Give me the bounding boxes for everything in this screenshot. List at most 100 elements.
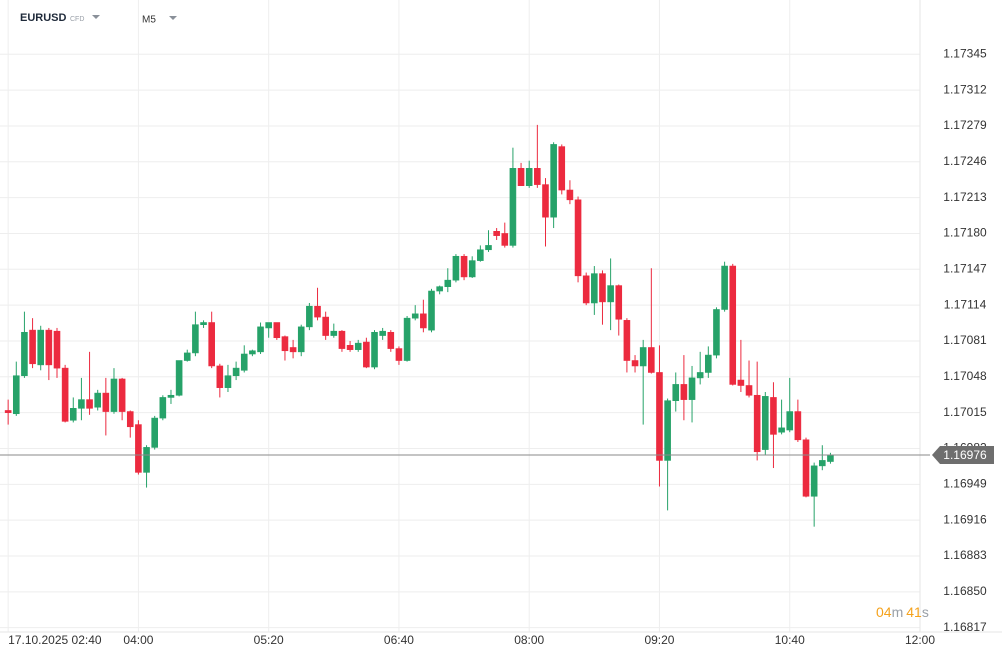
candle-body <box>819 460 826 467</box>
candle-body <box>648 347 655 373</box>
candle-body <box>542 184 549 218</box>
candle-body <box>631 360 639 367</box>
candle-body <box>37 329 45 366</box>
candle-body <box>582 275 590 304</box>
timeframe[interactable]: M5 <box>142 15 156 26</box>
candle-body <box>110 378 118 412</box>
countdown: 04m 41s <box>876 604 929 620</box>
candle-body <box>29 329 36 365</box>
y-tick-label: 1.16883 <box>943 548 987 562</box>
candle-body <box>680 384 688 400</box>
candle-body <box>69 408 77 421</box>
candle-body <box>4 410 12 413</box>
candle-body <box>297 326 305 353</box>
candle-body <box>53 330 61 369</box>
candle-body <box>591 273 598 304</box>
candle-body <box>753 394 761 453</box>
candle-body <box>135 424 142 473</box>
timeframe-dropdown[interactable] <box>169 16 177 20</box>
symbol-dropdown[interactable] <box>92 15 100 19</box>
candle-body <box>78 399 85 409</box>
candle-body <box>810 465 818 497</box>
candle-body <box>21 331 28 377</box>
candle-body <box>607 285 614 303</box>
candle-body <box>444 279 452 287</box>
y-tick-label: 1.17345 <box>943 46 987 60</box>
candles <box>4 124 834 527</box>
candle-body <box>623 320 631 361</box>
countdown-minutes: 04 <box>876 604 892 620</box>
candle-body <box>688 377 696 400</box>
candle-body <box>460 255 468 278</box>
candle-body <box>257 326 264 353</box>
candle-body <box>403 317 411 361</box>
candle-body <box>363 341 370 368</box>
candle-body <box>265 322 272 329</box>
candle-body <box>322 316 329 336</box>
candle-body <box>525 168 533 186</box>
candle-body <box>118 378 126 412</box>
candle-body <box>664 400 671 461</box>
x-tick-label: 08:00 <box>514 633 544 647</box>
candle-body <box>770 397 777 435</box>
y-tick-label: 1.17312 <box>943 82 987 96</box>
last-price-label: 1.16976 <box>943 448 987 462</box>
candle-body <box>778 427 785 433</box>
candle-body <box>468 260 476 278</box>
candle-body <box>721 265 728 310</box>
candle-body <box>200 322 207 325</box>
candle-body <box>737 379 745 386</box>
y-tick-label: 1.16817 <box>943 620 987 634</box>
candle-body <box>395 348 403 361</box>
candle-body <box>550 144 557 218</box>
candle-body <box>232 367 240 377</box>
y-tick-label: 1.16850 <box>943 584 987 598</box>
candle-body <box>208 322 215 367</box>
countdown-unit: m <box>892 604 904 620</box>
candle-body <box>183 352 191 361</box>
candle-body <box>762 396 769 450</box>
candle-body <box>493 230 500 236</box>
y-tick-label: 1.17015 <box>943 405 987 419</box>
candle-body <box>639 347 647 367</box>
y-tick-label: 1.17213 <box>943 190 987 204</box>
candle-body <box>167 394 175 398</box>
x-tick-label: 04:00 <box>123 633 153 647</box>
candle-body <box>485 245 492 251</box>
candle-body <box>786 411 794 431</box>
candle-body <box>574 199 582 277</box>
candle-body <box>314 305 321 318</box>
candle-body <box>224 375 232 388</box>
candle-body <box>713 309 720 356</box>
candle-body <box>151 417 158 448</box>
candle-body <box>420 313 427 329</box>
candle-body <box>452 255 460 281</box>
candle-body <box>216 365 224 388</box>
candle-body <box>745 385 753 396</box>
candle-body <box>672 384 680 402</box>
axes: 1.17345 1.17312 1.17279 1.17246 1.17213 1.171… <box>0 46 994 647</box>
countdown-seconds: 41 <box>906 604 922 620</box>
x-tick-label: 17.10.2025 02:40 <box>8 633 102 647</box>
candle-body <box>802 439 810 497</box>
candle-body <box>249 350 256 355</box>
candle-body <box>94 392 101 408</box>
symbol[interactable]: EURUSD <box>20 12 67 24</box>
y-tick-label: 1.17147 <box>943 261 987 275</box>
candle-body <box>477 249 484 261</box>
candle-body <box>45 329 53 366</box>
candle-body <box>346 345 354 350</box>
x-tick-label: 10:40 <box>775 633 805 647</box>
candle-body <box>411 313 419 319</box>
y-tick-label: 1.17048 <box>943 369 987 383</box>
candle-body <box>192 324 199 354</box>
y-tick-label: 1.16916 <box>943 512 987 526</box>
candle-body <box>86 399 93 409</box>
y-tick-label: 1.17180 <box>943 226 987 240</box>
candle-body <box>436 286 443 292</box>
candle-body <box>428 290 435 331</box>
candle-body <box>330 330 338 336</box>
candle-body <box>281 336 289 352</box>
candle-body <box>12 375 20 415</box>
candle-body <box>696 372 704 379</box>
